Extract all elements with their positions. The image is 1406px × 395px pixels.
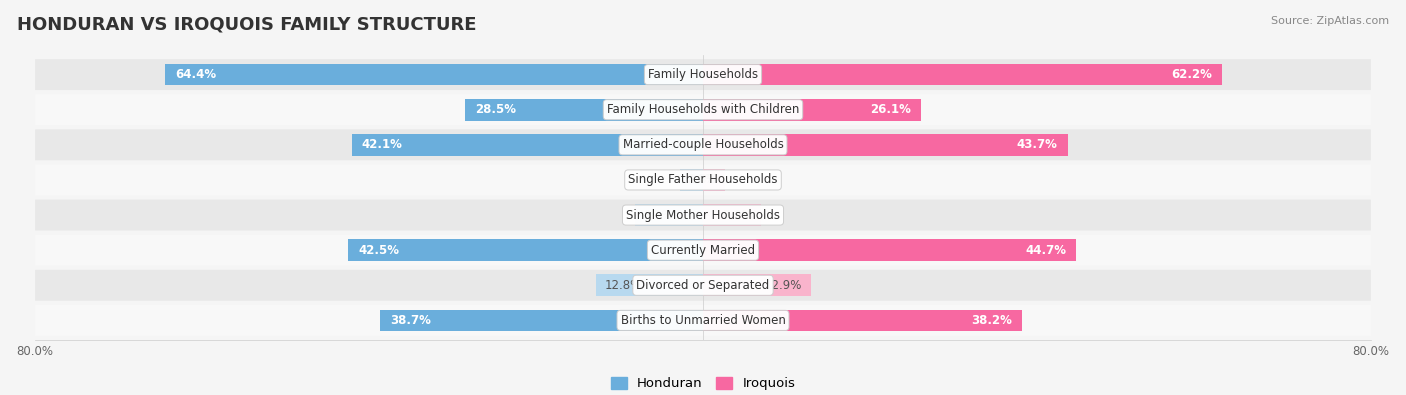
- Bar: [596, 275, 703, 296]
- Text: HONDURAN VS IROQUOIS FAMILY STRUCTURE: HONDURAN VS IROQUOIS FAMILY STRUCTURE: [17, 16, 477, 34]
- Text: 43.7%: 43.7%: [1017, 138, 1057, 151]
- FancyBboxPatch shape: [35, 130, 1371, 160]
- Bar: [703, 64, 1222, 85]
- FancyBboxPatch shape: [35, 270, 1371, 301]
- Bar: [352, 134, 703, 156]
- Text: 2.8%: 2.8%: [688, 173, 717, 186]
- Text: Single Mother Households: Single Mother Households: [626, 209, 780, 222]
- Bar: [465, 99, 703, 120]
- Text: Married-couple Households: Married-couple Households: [623, 138, 783, 151]
- Text: 44.7%: 44.7%: [1025, 244, 1066, 257]
- Bar: [679, 169, 703, 191]
- FancyBboxPatch shape: [35, 164, 1371, 196]
- Bar: [166, 64, 703, 85]
- Text: 42.5%: 42.5%: [359, 244, 399, 257]
- Bar: [703, 310, 1022, 331]
- FancyBboxPatch shape: [35, 199, 1371, 231]
- Bar: [349, 239, 703, 261]
- FancyBboxPatch shape: [35, 59, 1371, 90]
- Bar: [703, 99, 921, 120]
- Bar: [703, 169, 724, 191]
- Text: Family Households: Family Households: [648, 68, 758, 81]
- Text: 26.1%: 26.1%: [870, 103, 911, 116]
- Text: Divorced or Separated: Divorced or Separated: [637, 279, 769, 292]
- Legend: Honduran, Iroquois: Honduran, Iroquois: [606, 372, 800, 395]
- Text: Source: ZipAtlas.com: Source: ZipAtlas.com: [1271, 16, 1389, 26]
- Text: 62.2%: 62.2%: [1171, 68, 1212, 81]
- Text: Births to Unmarried Women: Births to Unmarried Women: [620, 314, 786, 327]
- Text: 64.4%: 64.4%: [176, 68, 217, 81]
- Bar: [380, 310, 703, 331]
- Bar: [636, 204, 703, 226]
- Text: Family Households with Children: Family Households with Children: [607, 103, 799, 116]
- Text: 2.6%: 2.6%: [686, 173, 716, 186]
- Text: 7.0%: 7.0%: [723, 209, 754, 222]
- Text: 12.9%: 12.9%: [765, 279, 803, 292]
- Text: 28.5%: 28.5%: [475, 103, 516, 116]
- Bar: [703, 134, 1067, 156]
- FancyBboxPatch shape: [35, 235, 1371, 265]
- FancyBboxPatch shape: [35, 94, 1371, 125]
- Text: Currently Married: Currently Married: [651, 244, 755, 257]
- Bar: [703, 275, 811, 296]
- Text: 42.1%: 42.1%: [361, 138, 402, 151]
- Text: 8.1%: 8.1%: [644, 209, 673, 222]
- Bar: [703, 204, 762, 226]
- FancyBboxPatch shape: [35, 305, 1371, 336]
- Text: 38.2%: 38.2%: [972, 314, 1012, 327]
- Text: Single Father Households: Single Father Households: [628, 173, 778, 186]
- Text: 38.7%: 38.7%: [389, 314, 430, 327]
- Text: 12.8%: 12.8%: [605, 279, 641, 292]
- Bar: [703, 239, 1076, 261]
